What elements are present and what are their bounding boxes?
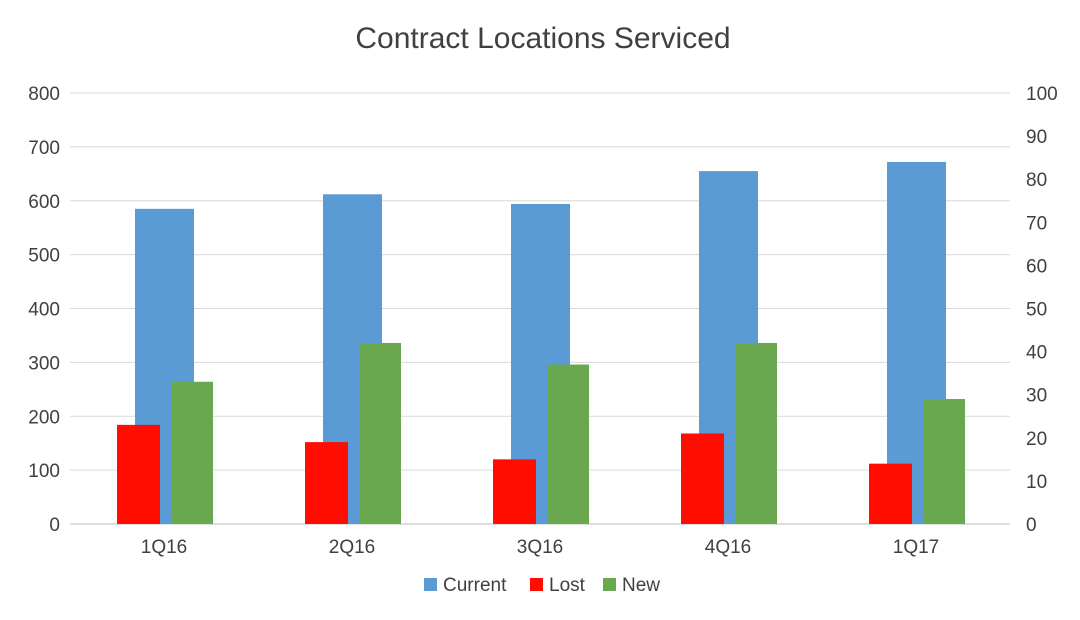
y-tick-label: 700 (28, 138, 60, 159)
legend-label-lost: Lost (549, 575, 586, 596)
bar-new (171, 381, 213, 524)
bar-new (547, 364, 589, 524)
y2-tick-label: 50 (1026, 300, 1047, 321)
y2-tick-label: 70 (1026, 213, 1047, 234)
bar-lost (305, 442, 348, 524)
legend-swatch-current (424, 578, 437, 591)
y2-tick-label: 0 (1026, 515, 1037, 536)
y-tick-label: 100 (28, 461, 60, 482)
legend-swatch-lost (530, 578, 543, 591)
y-tick-label: 300 (28, 353, 60, 374)
y-tick-label: 200 (28, 407, 60, 428)
bar-lost (117, 424, 160, 524)
y-tick-label: 500 (28, 246, 60, 267)
y-tick-label: 800 (28, 84, 60, 105)
y2-tick-label: 30 (1026, 386, 1047, 407)
y2-tick-label: 20 (1026, 429, 1047, 450)
y2-tick-label: 60 (1026, 256, 1047, 277)
y-tick-label: 400 (28, 300, 60, 321)
x-tick-label: 4Q16 (705, 537, 751, 558)
bar-new (923, 399, 965, 524)
bar-lost (869, 463, 912, 524)
y2-tick-label: 40 (1026, 343, 1047, 364)
x-tick-label: 3Q16 (517, 537, 563, 558)
x-tick-label: 1Q16 (141, 537, 187, 558)
bar-new (735, 342, 777, 524)
bar-lost (681, 433, 724, 524)
x-tick-label: 2Q16 (329, 537, 375, 558)
y2-tick-label: 80 (1026, 170, 1047, 191)
y2-tick-label: 90 (1026, 127, 1047, 148)
x-tick-label: 1Q17 (893, 537, 939, 558)
y-tick-label: 0 (49, 515, 60, 536)
bar-lost (493, 459, 536, 524)
y-tick-label: 600 (28, 192, 60, 213)
legend-label-new: New (622, 575, 660, 596)
bar-new (359, 342, 401, 524)
legend-label-current: Current (443, 575, 507, 596)
chart-title: Contract Locations Serviced (355, 22, 730, 55)
legend-swatch-new (603, 578, 616, 591)
y2-tick-label: 10 (1026, 472, 1047, 493)
y2-tick-label: 100 (1026, 84, 1058, 105)
